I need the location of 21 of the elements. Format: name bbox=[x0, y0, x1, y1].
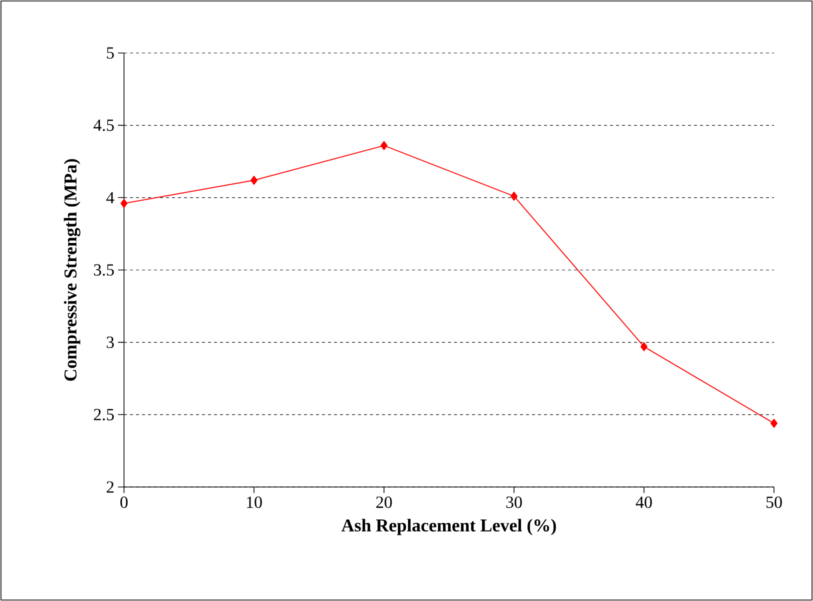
y-tick-label: 3.5 bbox=[94, 264, 114, 276]
x-axis-title: Ash Replacement Level (%) bbox=[341, 518, 556, 536]
point bbox=[120, 198, 128, 208]
x-tick-label: 40 bbox=[636, 496, 652, 508]
y-tick-label: 3 bbox=[106, 336, 114, 348]
point bbox=[640, 342, 648, 352]
x-tick-label: 0 bbox=[120, 496, 128, 508]
y-tick-label: 5 bbox=[106, 47, 114, 59]
y-tick-label: 4.5 bbox=[94, 120, 114, 132]
point bbox=[380, 141, 388, 150]
y-tick-label: 2 bbox=[106, 481, 114, 493]
x-tick-label: 10 bbox=[246, 496, 262, 508]
y-tick-label: 2.5 bbox=[94, 408, 114, 420]
x-tick-label: 50 bbox=[766, 496, 782, 508]
x-tick-label: 30 bbox=[506, 496, 522, 508]
y-axis-title: Compressive Strength (MPa) bbox=[64, 159, 80, 381]
point bbox=[510, 192, 518, 201]
y-tick-label: 4 bbox=[106, 192, 114, 204]
point bbox=[250, 176, 258, 185]
x-tick-label: 20 bbox=[376, 496, 392, 508]
point bbox=[770, 418, 778, 428]
